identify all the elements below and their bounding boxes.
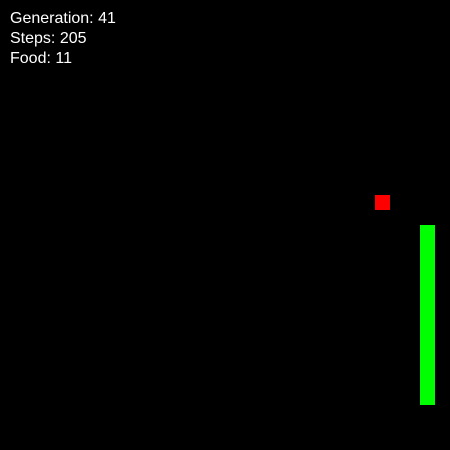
steps-value: 205 — [59, 30, 87, 47]
steps-label: Steps: — [10, 30, 56, 47]
generation-readout: Generation: 41 — [10, 9, 116, 29]
food-label: Food: — [10, 50, 51, 67]
snake-body — [420, 225, 435, 405]
generation-label: Generation: — [10, 10, 94, 27]
steps-readout: Steps: 205 — [10, 29, 116, 49]
hud-stats: Generation: 41 Steps: 205 Food: 11 — [10, 9, 116, 69]
generation-value: 41 — [98, 10, 116, 27]
food-value: 11 — [55, 50, 72, 67]
food-readout: Food: 11 — [10, 49, 116, 69]
food-pellet — [375, 195, 390, 210]
